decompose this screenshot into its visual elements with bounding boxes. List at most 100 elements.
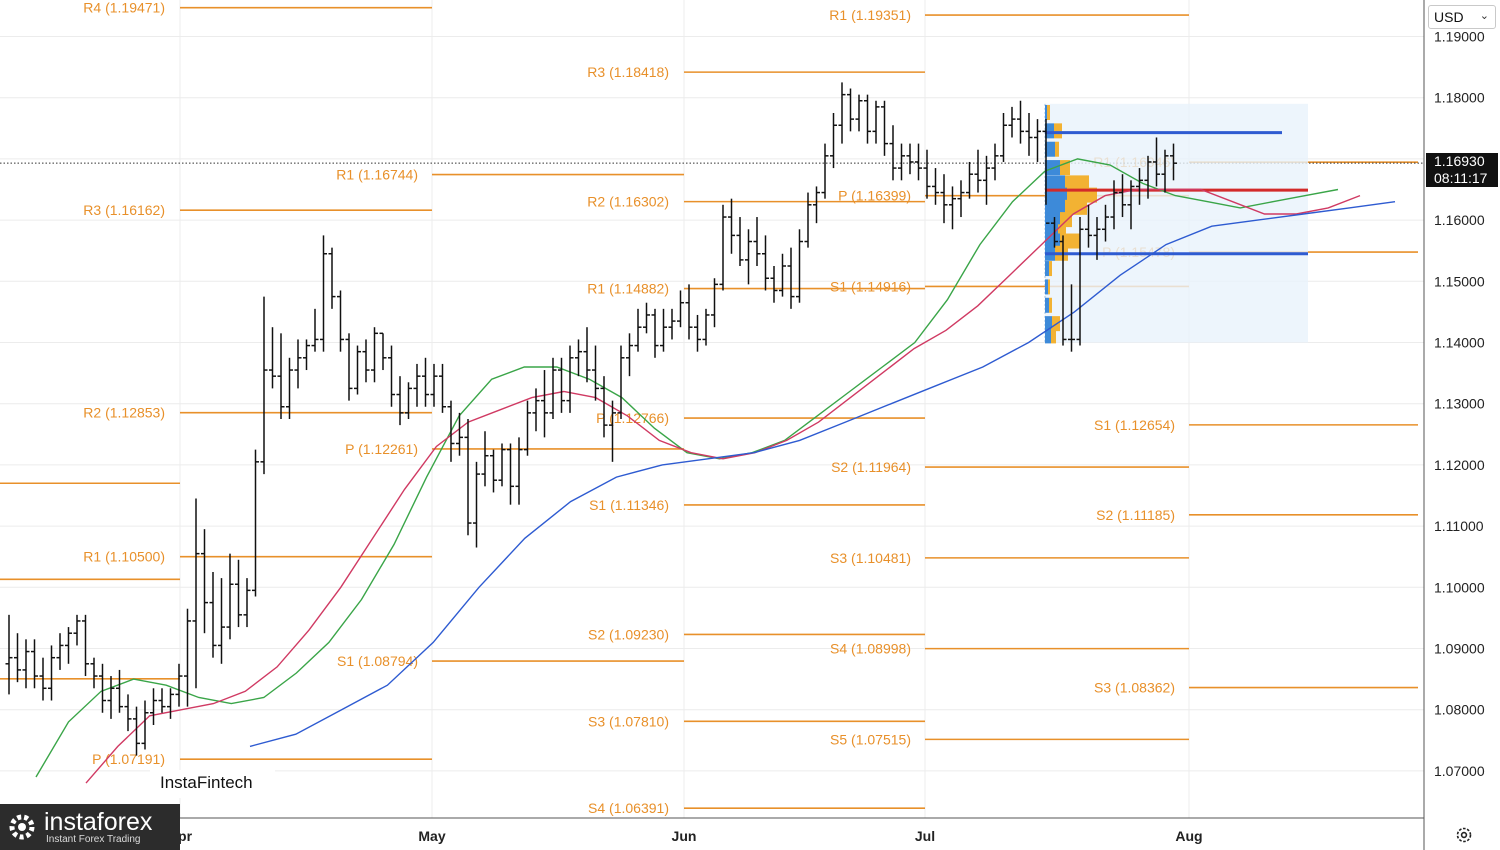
ohlc-bar: [711, 278, 718, 328]
ohlc-bar: [558, 357, 565, 413]
volume-bar-sell: [1060, 233, 1080, 249]
ohlc-bar: [634, 308, 642, 352]
volume-bar-sell: [1054, 123, 1062, 139]
pivot-label: R3 (1.18418): [587, 64, 669, 80]
current-price-value: 1.16930: [1434, 153, 1485, 169]
ohlc-bar: [592, 345, 599, 401]
ohlc-bar: [320, 235, 327, 352]
volume-bar-sell: [1055, 141, 1059, 157]
price-tick-label: 1.11000: [1434, 518, 1484, 534]
ohlc-bar: [770, 266, 778, 303]
ohlc-bar: [762, 235, 769, 291]
gear-icon[interactable]: [1455, 826, 1473, 844]
volume-bar-sell: [1065, 199, 1087, 215]
ohlc-bar: [983, 155, 990, 205]
volume-bar-sell: [1060, 160, 1070, 176]
volume-bar-buy: [1045, 141, 1055, 157]
ohlc-bar: [235, 559, 242, 628]
ohlc-bar: [184, 608, 191, 707]
ohlc-bar: [549, 357, 557, 419]
ohlc-bar: [175, 663, 183, 707]
ohlc-bar: [753, 217, 761, 266]
pivot-label: S3 (1.07810): [588, 713, 669, 729]
ohlc-bar: [1059, 235, 1067, 346]
ohlc-bar: [1085, 204, 1092, 248]
price-tick-label: 1.09000: [1434, 641, 1485, 657]
ohlc-bar: [1017, 100, 1024, 144]
ohlc-bar: [354, 345, 361, 395]
ohlc-bar: [456, 412, 463, 456]
ohlc-bar: [889, 125, 897, 181]
ohlc-bar: [1153, 137, 1160, 187]
pivot-label: P (1.12766): [596, 410, 669, 426]
ohlc-bar: [966, 161, 973, 199]
ohlc-bar: [99, 663, 106, 713]
ohlc-bar: [167, 688, 174, 719]
instaforex-tagline: Instant Forex Trading: [46, 834, 141, 845]
ohlc-bar: [974, 149, 982, 193]
ohlc-bar: [668, 308, 676, 340]
volume-bar-buy: [1045, 175, 1065, 191]
ohlc-bar: [881, 100, 888, 156]
ohlc-bar: [133, 706, 140, 756]
pivot-label: R1 (1.14882): [587, 281, 669, 297]
current-price-tag: 1.16930 08:11:17: [1426, 153, 1498, 187]
instaforex-logo-icon: [9, 814, 35, 840]
ohlc-bar: [22, 639, 30, 689]
ohlc-bar: [609, 400, 616, 462]
ohlc-bar: [991, 143, 999, 181]
volume-profile: [1044, 103, 1308, 344]
moving-average-line: [249, 201, 1396, 748]
ohlc-bar: [303, 339, 310, 371]
ohlc-bar: [600, 376, 608, 438]
price-tick-label: 1.19000: [1434, 29, 1485, 45]
pivot-label: R1 (1.16744): [336, 167, 418, 183]
ohlc-bar: [405, 382, 412, 419]
pivot-label: S2 (1.09230): [588, 626, 669, 642]
volume-bar-sell: [1049, 297, 1052, 313]
ohlc-bar: [311, 308, 319, 352]
pivot-label: R3 (1.16162): [83, 202, 165, 218]
pivot-label: R1 (1.10500): [83, 549, 165, 565]
ohlc-bar: [1025, 113, 1033, 156]
ohlc-bar: [1068, 284, 1075, 352]
ohlc-bar: [65, 627, 72, 664]
ohlc-bar: [481, 431, 489, 487]
ohlc-bar: [1136, 168, 1143, 205]
pivot-label: R2 (1.12853): [83, 405, 165, 421]
currency-label: USD: [1434, 9, 1464, 25]
pivot-label: R1 (1.19351): [829, 7, 911, 23]
price-tick-label: 1.08000: [1434, 702, 1485, 718]
ohlc-bar: [626, 333, 633, 377]
ohlc-bar: [1000, 113, 1007, 162]
ohlc-bar: [14, 633, 21, 683]
ohlc-bar: [830, 113, 837, 169]
ohlc-bar: [498, 443, 506, 487]
volume-bar-sell: [1048, 279, 1050, 295]
ohlc-bar: [192, 498, 200, 689]
ohlc-bar: [915, 143, 922, 181]
ohlc-bar: [158, 688, 166, 713]
grid-lines: [0, 0, 1424, 818]
ohlc-bar: [1144, 155, 1152, 199]
ohlc-bar: [524, 400, 531, 456]
ohlc-bar: [362, 339, 370, 383]
ohlc-bar: [5, 614, 13, 695]
volume-bar-sell: [1065, 175, 1089, 191]
ohlc-bar: [949, 186, 956, 230]
ohlc-bar: [677, 290, 684, 328]
volume-bar-buy: [1045, 105, 1047, 120]
ohlc-bar: [779, 253, 786, 297]
ohlc-bar: [813, 186, 820, 224]
pivot-label: S1 (1.12654): [1094, 417, 1175, 433]
ohlc-bar: [1127, 180, 1135, 230]
volume-bar-sell: [1047, 105, 1050, 120]
ohlc-bar: [796, 229, 803, 303]
pivot-label: S2 (1.11185): [1096, 507, 1175, 523]
moving-average-line: [35, 158, 1339, 778]
ohlc-bar: [872, 100, 880, 144]
currency-selector[interactable]: USD ⌄: [1428, 5, 1496, 29]
ohlc-bar: [1102, 204, 1109, 242]
ohlc-bar: [515, 437, 523, 505]
